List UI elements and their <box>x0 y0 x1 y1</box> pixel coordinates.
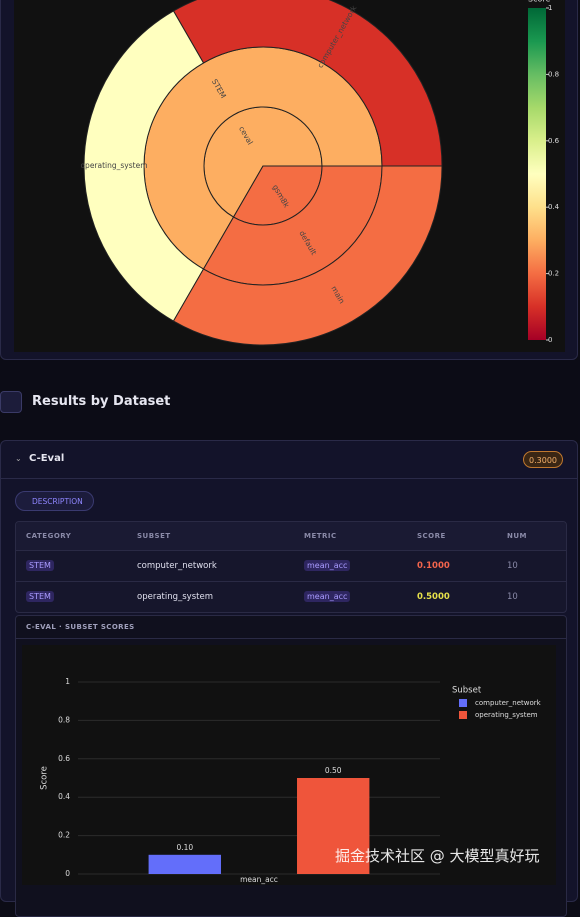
metric-badge: mean_acc <box>304 591 351 602</box>
cell: operating_system <box>127 581 294 612</box>
cell: mean_acc <box>294 581 407 612</box>
divider <box>1 478 577 479</box>
chevron[interactable]: ⌄ <box>15 454 22 463</box>
table: CATEGORY SUBSET METRIC SCORE NUM STEM co… <box>16 522 566 612</box>
cell: STEM <box>16 581 127 612</box>
sunburst-panel <box>0 0 578 360</box>
section-title: Results by Dataset <box>32 394 171 409</box>
row: STEM computer_network mean_acc 0.1000 10 <box>16 550 566 582</box>
chart-title: C-EVAL · SUBSET SCORES <box>26 623 135 631</box>
header-row: CATEGORY SUBSET METRIC SCORE NUM <box>16 522 566 551</box>
score-badge: 0.3000 <box>523 451 563 468</box>
category-badge: STEM <box>26 591 54 602</box>
category-badge: STEM <box>26 560 54 571</box>
cell: 0.1000 <box>407 550 497 582</box>
divider <box>16 638 566 639</box>
dataset-name[interactable]: C-Eval <box>29 453 65 464</box>
watermark: 掘金技术社区 @ 大模型真好玩 <box>335 847 540 865</box>
cell: 0.5000 <box>407 581 497 612</box>
header-cell: METRIC <box>294 522 407 551</box>
section-icon <box>0 391 22 413</box>
dataset-card: ⌄ C-Eval 0.3000 DESCRIPTION CATEGORY SUB… <box>0 440 578 917</box>
header-cell: SCORE <box>407 522 497 551</box>
cell: 10 <box>497 550 566 582</box>
header-cell: NUM <box>497 522 566 551</box>
header-cell: CATEGORY <box>16 522 127 551</box>
cell: computer_network <box>127 550 294 582</box>
row: STEM operating_system mean_acc 0.5000 10 <box>16 581 566 612</box>
chart-panel: C-EVAL · SUBSET SCORES <box>15 615 567 917</box>
cell: STEM <box>16 550 127 582</box>
cell: 10 <box>497 581 566 612</box>
metric-badge: mean_acc <box>304 560 351 571</box>
cell: mean_acc <box>294 550 407 582</box>
description-button[interactable]: DESCRIPTION <box>15 491 94 511</box>
header-cell: SUBSET <box>127 522 294 551</box>
results-table: CATEGORY SUBSET METRIC SCORE NUM STEM co… <box>15 521 567 613</box>
